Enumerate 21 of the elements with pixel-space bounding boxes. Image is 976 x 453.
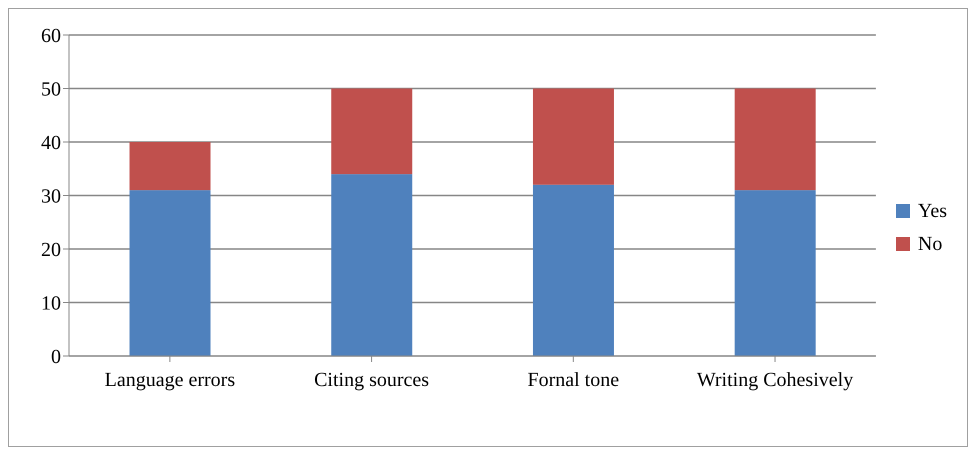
bar [130,190,211,356]
bar [532,88,614,185]
x-tick-label: Fornal tone [527,369,620,392]
y-tick-label: 30 [41,186,61,208]
x-tick-label: Citing sources [314,369,430,392]
bar [532,184,614,356]
bar [331,174,412,356]
y-tick-label: 0 [51,346,61,368]
legend-label: No [918,232,942,256]
y-tick-label: 50 [41,78,61,101]
y-tick-label: 20 [41,239,61,262]
y-tick-label: 60 [41,25,61,48]
x-tick-label: Writing Cohesively [696,369,854,392]
bar [331,88,412,174]
bar [734,190,816,356]
legend-label: Yes [918,200,947,222]
bar [130,142,211,190]
x-tick-label: Language errors [104,369,236,392]
y-tick-label: 40 [41,132,61,154]
y-tick-label: 10 [41,292,61,315]
bar [734,88,816,190]
